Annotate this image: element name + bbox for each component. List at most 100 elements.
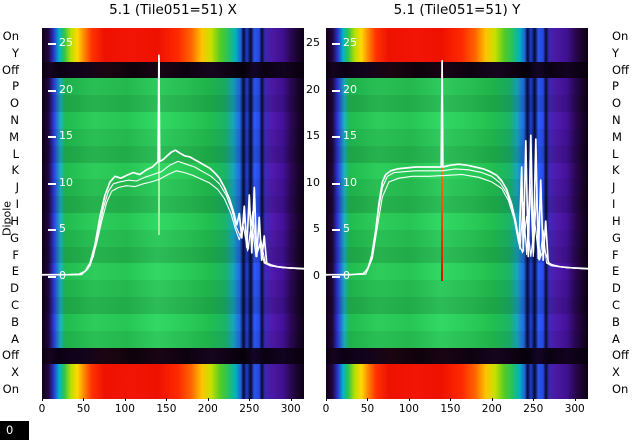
dipole-row-label-left: D bbox=[10, 281, 19, 296]
dipole-row-label-right: X bbox=[612, 365, 620, 380]
dipole-row-label-right: J bbox=[612, 180, 616, 195]
dipole-row-label-left: E bbox=[11, 264, 19, 279]
power-axis-label: 5 bbox=[313, 222, 320, 236]
dipole-row-label-left: Off bbox=[2, 348, 19, 363]
dipole-row-label-right: L bbox=[612, 146, 619, 161]
heatmap-row-p-3 bbox=[42, 78, 304, 96]
dipole-row-label-left: Off bbox=[2, 62, 19, 77]
heatmap-row-on-0 bbox=[326, 28, 588, 46]
x-tick-label: 100 bbox=[114, 403, 135, 415]
heatmap-row-o-4 bbox=[42, 95, 304, 113]
dipole-row-label-left: On bbox=[2, 28, 19, 43]
dipole-row-label-right: P bbox=[612, 79, 619, 94]
dipole-row-label-right: B bbox=[612, 314, 620, 329]
x-tick-label: 50 bbox=[360, 403, 375, 415]
spike-line bbox=[441, 148, 444, 281]
power-axis-label: 20 bbox=[306, 82, 320, 96]
heatmap-row-off-2 bbox=[326, 61, 588, 80]
dipole-row-label-left: X bbox=[11, 365, 19, 380]
trace-3 bbox=[42, 170, 304, 276]
heatmap-row-d-15 bbox=[42, 280, 304, 298]
x-tick bbox=[326, 398, 327, 401]
x-tick bbox=[367, 398, 369, 401]
power-tick-label: 0 bbox=[343, 269, 350, 282]
power-tick-mark bbox=[48, 136, 56, 139]
power-tick-mark bbox=[332, 43, 340, 45]
dipole-row-label-left: C bbox=[10, 298, 19, 312]
heatmap-row-e-14 bbox=[326, 263, 588, 281]
dipole-row-label-right: A bbox=[612, 331, 620, 346]
power-tick-label: 20 bbox=[343, 82, 357, 96]
x-tick bbox=[491, 398, 493, 401]
power-tick-mark bbox=[332, 136, 340, 139]
x-tick bbox=[166, 398, 168, 401]
dipole-row-label-left: Y bbox=[11, 45, 19, 60]
trace-3 bbox=[326, 173, 588, 276]
x-tick bbox=[450, 398, 452, 401]
heatmap-row-m-6 bbox=[42, 128, 304, 147]
dipole-row-label-left: N bbox=[10, 113, 19, 127]
power-tick-mark bbox=[48, 276, 56, 278]
dipole-row-label-right: On bbox=[612, 28, 629, 43]
x-tick-label: 100 bbox=[398, 403, 419, 415]
heatmap-row-l-7 bbox=[42, 145, 304, 164]
dipole-row-label-right: On bbox=[612, 382, 629, 397]
power-tick-mark bbox=[48, 43, 56, 45]
power-tick-label: 20 bbox=[59, 82, 73, 96]
dipole-row-label-right: Off bbox=[612, 62, 629, 77]
x-tick bbox=[574, 398, 576, 401]
x-tick bbox=[290, 398, 292, 401]
dipole-row-label-left: K bbox=[11, 163, 19, 178]
power-tick-label: 5 bbox=[59, 222, 66, 236]
heatmap-row-n-5 bbox=[326, 112, 588, 130]
power-tick-label: 10 bbox=[343, 175, 357, 189]
power-tick-mark bbox=[332, 182, 340, 185]
x-tick-label: 50 bbox=[76, 403, 91, 415]
x-tick-label: 250 bbox=[523, 403, 544, 415]
signal-traces bbox=[326, 59, 588, 276]
heatmap-row-k-8 bbox=[42, 162, 304, 180]
dipole-row-label-left: L bbox=[12, 146, 19, 161]
heatmap-row-y-1 bbox=[326, 44, 588, 63]
x-tick-label: 150 bbox=[440, 403, 461, 415]
power-tick-mark bbox=[48, 182, 56, 185]
x-tick-label: 0 bbox=[38, 403, 46, 415]
trace-1 bbox=[42, 54, 304, 276]
corner-label: 0 bbox=[6, 423, 14, 437]
heatmap-row-c-16 bbox=[42, 297, 304, 315]
dipole-row-label-left: M bbox=[9, 129, 19, 144]
power-axis-label: 25 bbox=[306, 36, 320, 49]
heatmap-row-b-17 bbox=[326, 313, 588, 332]
power-tick-label: 5 bbox=[343, 222, 350, 236]
dipole-row-label-right: O bbox=[612, 96, 622, 111]
dipole-row-label-right: G bbox=[612, 230, 621, 245]
trace-1 bbox=[326, 59, 588, 276]
x-tick-label: 0 bbox=[322, 403, 330, 415]
heatmap-row-e-14 bbox=[42, 263, 304, 281]
corner-box: 0 bbox=[0, 421, 29, 440]
power-tick-mark bbox=[48, 89, 56, 92]
dipole-row-label-left: F bbox=[12, 247, 19, 262]
heatmap-row-off-19 bbox=[326, 347, 588, 365]
trace-2 bbox=[42, 160, 304, 276]
x-tick bbox=[533, 398, 535, 401]
power-tick-mark bbox=[48, 229, 56, 232]
power-tick-mark bbox=[332, 89, 340, 92]
dipole-row-label-right: K bbox=[612, 163, 620, 178]
heatmap-row-n-5 bbox=[42, 112, 304, 130]
power-tick-mark bbox=[332, 276, 340, 278]
heatmap-row-o-4 bbox=[326, 95, 588, 113]
power-tick-label: 25 bbox=[343, 36, 357, 49]
dipole-row-label-left: J bbox=[15, 180, 19, 195]
dipole-row-label-left: A bbox=[11, 331, 19, 346]
power-tick-mark bbox=[332, 229, 340, 232]
x-tick bbox=[207, 398, 209, 401]
heatmap-row-l-7 bbox=[326, 145, 588, 164]
power-axis-label: 15 bbox=[306, 129, 320, 143]
dipole-row-label-right: D bbox=[612, 281, 621, 296]
power-tick-label: 0 bbox=[59, 269, 66, 282]
x-tick bbox=[249, 398, 251, 401]
heatmap-row-on-0 bbox=[42, 28, 304, 46]
heatmap-row-off-19 bbox=[42, 347, 304, 365]
